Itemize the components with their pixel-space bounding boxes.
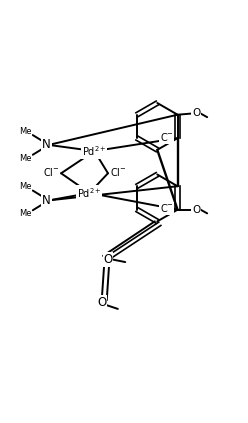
Text: Me: Me <box>19 127 31 136</box>
Text: Cl$^{-}$: Cl$^{-}$ <box>43 166 60 178</box>
Text: C$^{-}$: C$^{-}$ <box>159 203 173 214</box>
Text: N: N <box>42 138 51 151</box>
Text: C$^{-}$: C$^{-}$ <box>159 131 173 143</box>
Text: O: O <box>192 108 200 118</box>
Text: O: O <box>97 296 106 309</box>
Text: Me: Me <box>19 154 31 163</box>
Text: Me: Me <box>19 182 31 191</box>
Text: O: O <box>192 205 200 214</box>
Text: Pd$^{2+}$: Pd$^{2+}$ <box>77 186 102 200</box>
Text: O: O <box>103 253 113 266</box>
Text: Me: Me <box>19 209 31 218</box>
Text: Pd$^{2+}$: Pd$^{2+}$ <box>82 144 107 158</box>
Text: N: N <box>42 194 51 207</box>
Text: Cl$^{-}$: Cl$^{-}$ <box>110 166 126 178</box>
